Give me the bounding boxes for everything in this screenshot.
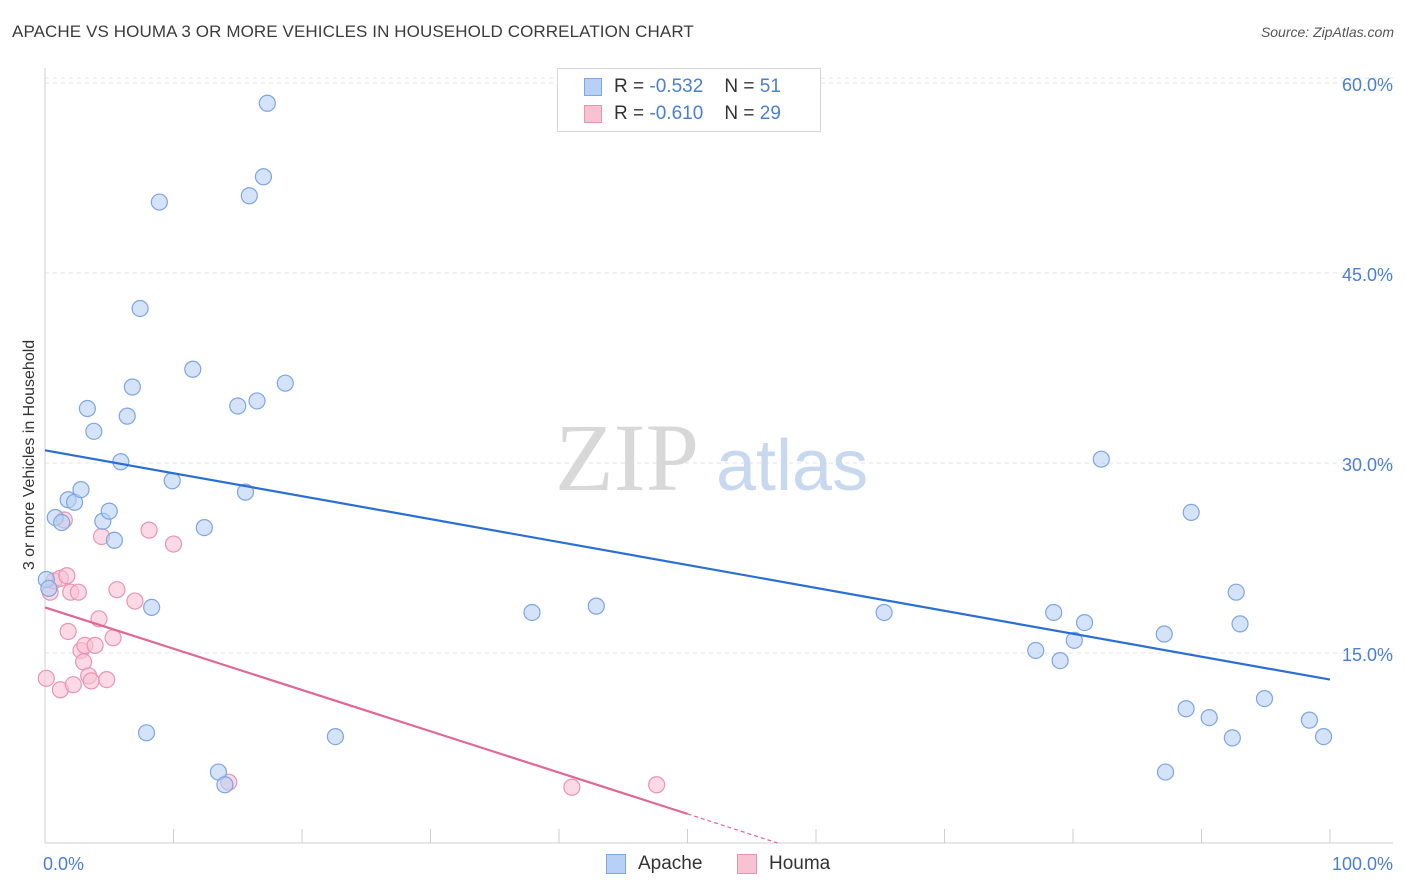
y-tick-label: 60.0% bbox=[1342, 75, 1393, 95]
apache-point bbox=[1065, 631, 1083, 649]
houma-n-value: 29 bbox=[759, 103, 781, 124]
apache-point bbox=[587, 597, 605, 615]
apache-point bbox=[72, 481, 90, 499]
gridlines bbox=[45, 77, 1393, 654]
apache-point bbox=[1300, 711, 1319, 729]
apache-r-value: -0.532 bbox=[649, 76, 704, 97]
houma-point bbox=[563, 778, 581, 796]
apache-point bbox=[1255, 689, 1274, 708]
watermark: ZIP atlas bbox=[555, 404, 868, 511]
apache-point bbox=[523, 603, 541, 622]
y-axis-label: 3 or more Vehicles in Household bbox=[21, 339, 38, 571]
apache-point bbox=[1200, 708, 1218, 727]
apache-point bbox=[1156, 763, 1175, 781]
y-tick-labels: 15.0% 30.0% 45.0% 60.0% bbox=[1342, 75, 1393, 665]
houma-point bbox=[164, 535, 183, 553]
apache-point bbox=[1231, 615, 1249, 633]
apache-point bbox=[137, 724, 156, 742]
apache-point bbox=[1075, 613, 1094, 632]
bottom-houma-swatch bbox=[737, 854, 757, 874]
houma-point bbox=[82, 672, 100, 690]
apache-point bbox=[216, 776, 234, 794]
y-tick-label: 30.0% bbox=[1342, 455, 1393, 475]
bottom-apache-swatch bbox=[606, 854, 626, 874]
y-tick-label: 45.0% bbox=[1342, 265, 1393, 285]
houma-point bbox=[648, 776, 666, 794]
apache-point bbox=[1092, 450, 1110, 468]
apache-point bbox=[240, 187, 258, 205]
apache-point bbox=[53, 513, 71, 532]
apache-point bbox=[236, 483, 255, 501]
apache-point bbox=[1227, 583, 1245, 601]
houma-point bbox=[58, 567, 76, 585]
houma-point bbox=[126, 592, 144, 610]
apache-point bbox=[150, 193, 168, 211]
apache-point bbox=[40, 579, 58, 598]
apache-point bbox=[248, 392, 266, 410]
apache-point bbox=[143, 598, 161, 617]
houma-point bbox=[86, 636, 104, 655]
x-tick-labels: 0.0% 100.0% bbox=[43, 854, 1393, 874]
houma-point bbox=[108, 581, 126, 599]
apache-point bbox=[1155, 625, 1173, 643]
stats-legend: R = -0.532 N = 51 R = -0.610 N = 29 bbox=[557, 68, 821, 132]
apache-point bbox=[875, 603, 893, 622]
houma-r-label: R = bbox=[614, 103, 645, 124]
houma-point bbox=[98, 670, 116, 689]
houma-point bbox=[37, 669, 55, 687]
apache-points bbox=[37, 94, 1333, 794]
chart-title: APACHE VS HOUMA 3 OR MORE VEHICLES IN HO… bbox=[12, 22, 694, 41]
apache-point bbox=[184, 360, 202, 378]
y-tick-label: 15.0% bbox=[1342, 645, 1393, 665]
apache-trend-line bbox=[44, 449, 1331, 681]
apache-point bbox=[229, 397, 247, 415]
houma-point bbox=[69, 583, 88, 601]
apache-point bbox=[112, 453, 130, 471]
watermark-atlas: atlas bbox=[716, 426, 868, 506]
apache-n-value: 51 bbox=[759, 76, 781, 97]
apache-point bbox=[326, 727, 345, 746]
apache-point bbox=[100, 502, 118, 520]
houma-point bbox=[140, 521, 158, 539]
apache-point bbox=[258, 94, 276, 112]
trend-lines bbox=[44, 449, 1331, 844]
apache-point bbox=[118, 407, 136, 425]
apache-n-label: N = bbox=[724, 76, 755, 97]
axes bbox=[44, 68, 1393, 844]
apache-r-label: R = bbox=[614, 76, 645, 97]
houma-points bbox=[37, 511, 666, 796]
apache-point bbox=[1027, 641, 1045, 660]
apache-point bbox=[85, 422, 103, 440]
houma-r-value: -0.610 bbox=[649, 103, 704, 124]
apache-swatch bbox=[584, 78, 602, 96]
apache-point bbox=[1051, 651, 1069, 670]
source-label: Source: ZipAtlas.com bbox=[1260, 24, 1394, 40]
houma-point bbox=[59, 622, 77, 641]
apache-point bbox=[131, 299, 149, 318]
apache-point bbox=[105, 531, 123, 549]
houma-n-label: N = bbox=[724, 103, 755, 124]
x-tick-label-max: 100.0% bbox=[1332, 854, 1393, 874]
apache-point bbox=[195, 518, 213, 537]
apache-point bbox=[1045, 603, 1063, 622]
x-tick-label-min: 0.0% bbox=[43, 854, 84, 874]
apache-point bbox=[1223, 729, 1241, 747]
houma-trend-extension bbox=[687, 813, 778, 844]
bottom-apache-label: Apache bbox=[638, 853, 703, 874]
apache-point bbox=[78, 399, 97, 418]
bottom-houma-label: Houma bbox=[769, 853, 831, 874]
houma-swatch bbox=[584, 105, 602, 123]
houma-trend-line bbox=[44, 606, 688, 815]
watermark-zip: ZIP bbox=[555, 404, 699, 511]
apache-point bbox=[276, 374, 294, 392]
apache-point bbox=[1177, 700, 1195, 718]
apache-point bbox=[123, 378, 141, 396]
apache-point bbox=[1182, 503, 1200, 522]
apache-point bbox=[1314, 727, 1333, 746]
apache-point bbox=[254, 168, 273, 186]
houma-point bbox=[64, 676, 82, 694]
